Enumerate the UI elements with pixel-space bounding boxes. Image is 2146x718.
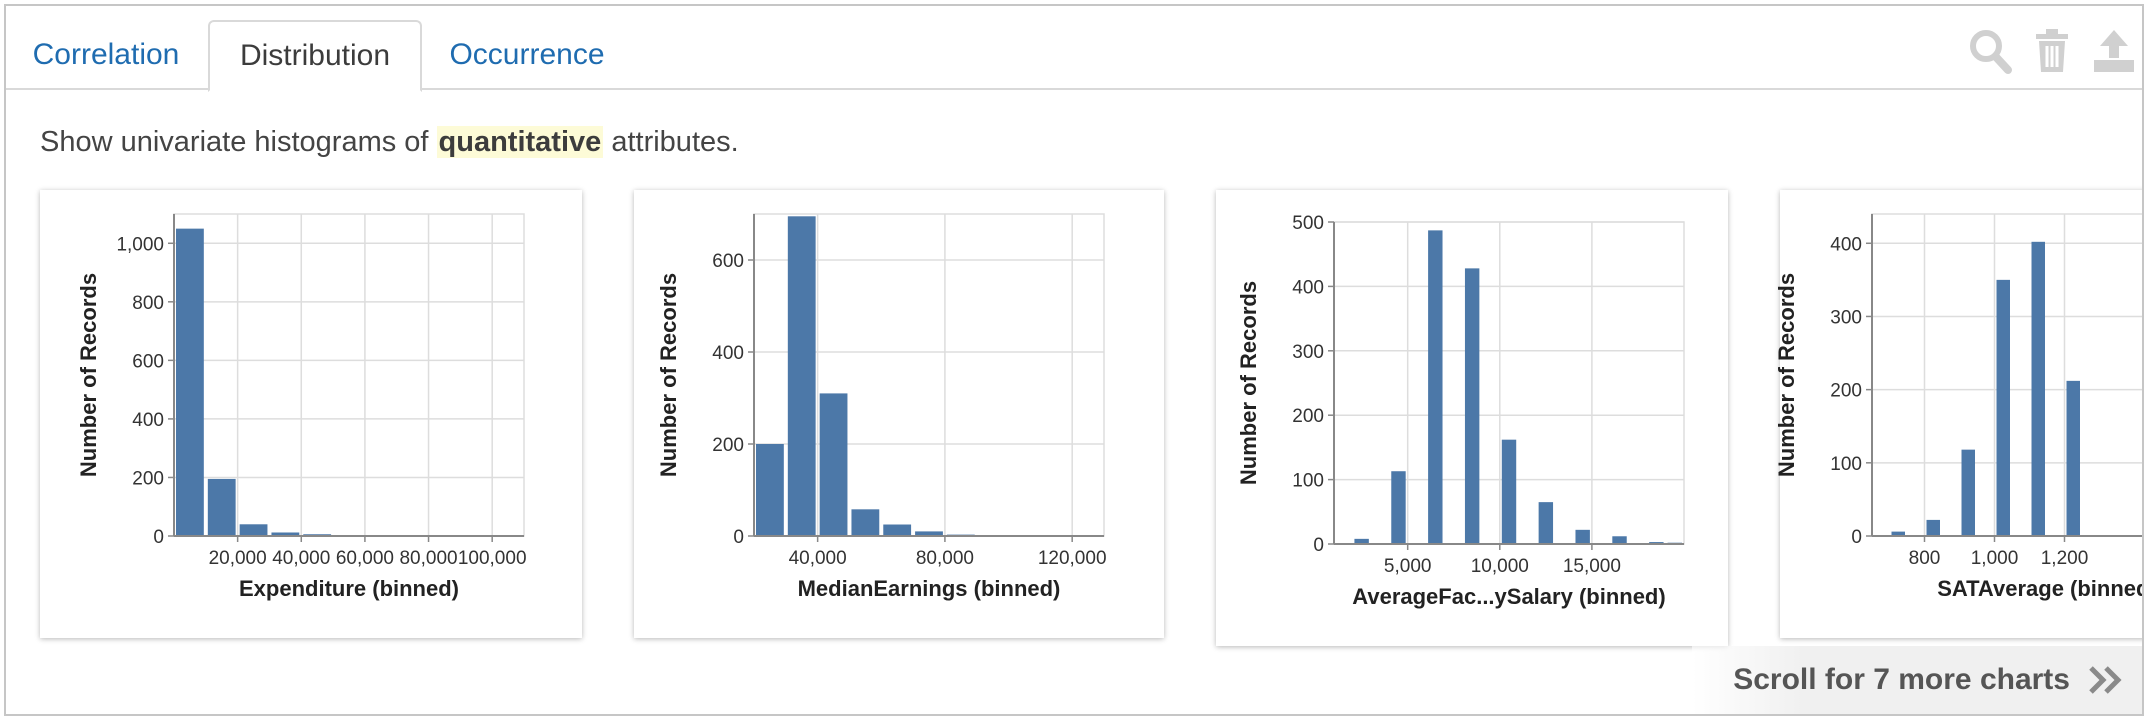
histogram-bar [2031, 241, 2045, 536]
x-tick-label: 20,000 [209, 548, 267, 569]
tab-correlation[interactable]: Correlation [32, 38, 180, 71]
y-tick-label: 400 [132, 410, 164, 431]
x-tick-label: 1,000 [1971, 548, 2019, 569]
y-tick-label: 200 [712, 435, 744, 456]
toolbar [1968, 28, 2142, 78]
histogram-chart: 0 100 200 300 400 800 1,000 1,200 SATAverage (bi… [1774, 213, 2144, 601]
histogram-bar [756, 444, 784, 536]
y-axis-title: Number of Records [1774, 273, 1799, 477]
y-tick-label: 300 [1292, 342, 1324, 363]
tab-bar: Correlation Distribution Occurrence [6, 6, 2142, 92]
histogram-chart: 0 100 200 300 400 500 5,000 10,000 15,000 Average… [1236, 213, 1685, 609]
histogram-bar [1501, 439, 1517, 544]
tab-distribution[interactable]: Distribution [208, 20, 422, 92]
double-chevron-right-icon [2089, 666, 2122, 694]
x-tick-label: 5,000 [1384, 556, 1432, 577]
x-axis-title: SATAverage (binned) [1937, 576, 2144, 601]
scroll-hint-label: Scroll for 7 more charts [1733, 663, 2070, 696]
histogram-bar [239, 524, 268, 536]
y-tick-label: 200 [1830, 381, 1862, 402]
y-tick-label: 100 [1830, 454, 1862, 475]
x-tick-label: 1,200 [2041, 548, 2089, 569]
x-axis-title: AverageFac...ySalary (binned) [1352, 584, 1665, 609]
histogram-bar [1996, 279, 2010, 536]
histogram-bar [1428, 230, 1443, 544]
y-tick-label: 0 [153, 527, 164, 548]
description-text: Show univariate histograms of [40, 126, 437, 158]
tab-occurrence[interactable]: Occurrence [449, 38, 605, 71]
x-tick-label: 60,000 [336, 548, 394, 569]
histogram-bar [1612, 536, 1627, 544]
x-tick-label: 15,000 [1563, 556, 1621, 577]
histogram-bar [1926, 519, 1940, 536]
y-axis-title: Number of Records [76, 273, 101, 477]
y-tick-label: 200 [1292, 406, 1324, 427]
y-axis-title: Number of Records [656, 273, 681, 477]
x-tick-label: 10,000 [1471, 556, 1529, 577]
x-axis-title: MedianEarnings (binned) [798, 576, 1061, 601]
histogram-bar [1464, 268, 1480, 544]
histogram-bar [207, 478, 236, 536]
x-tick-label: 80,000 [399, 548, 457, 569]
histogram-bar [1538, 502, 1554, 544]
y-tick-label: 0 [1851, 527, 1862, 548]
histogram-bar [819, 393, 848, 536]
x-tick-label: 40,000 [789, 548, 847, 569]
x-tick-label: 800 [1909, 548, 1941, 569]
upload-icon[interactable] [2092, 28, 2136, 78]
y-tick-label: 400 [1830, 234, 1862, 255]
y-tick-label: 600 [132, 351, 164, 372]
histogram-bar [2066, 380, 2080, 536]
histogram-card-sataverage[interactable]: 0 100 200 300 400 800 1,000 1,200 SATAverage (bi… [1774, 190, 2144, 638]
search-icon[interactable] [1968, 28, 2012, 78]
histogram-bar [1575, 529, 1590, 544]
histogram-card-medianearnings[interactable]: 0 200 400 600 40,000 80,000 120,000 MedianEarni… [634, 190, 1164, 638]
y-tick-label: 400 [1292, 277, 1324, 298]
y-axis-title: Number of Records [1236, 281, 1261, 485]
histogram-bar [1891, 531, 1905, 536]
y-tick-label: 300 [1830, 307, 1862, 328]
description-text-end: attributes. [603, 126, 739, 158]
trash-icon[interactable] [2034, 28, 2070, 78]
highlighted-keyword: quantitative [436, 126, 604, 158]
histogram-bar [1391, 471, 1406, 544]
tab-description: Show univariate histograms of quantitati… [40, 126, 739, 159]
histogram-bar [1354, 538, 1369, 544]
histogram-chart: 0 200 400 600 40,000 80,000 120,000 MedianEarni… [656, 213, 1107, 601]
histogram-card-expenditure[interactable]: 0 200 400 600 800 1,000 20,000 40,000 60,000 80,0… [40, 190, 582, 638]
y-tick-label: 400 [712, 343, 744, 364]
histogram-bar [883, 524, 912, 536]
histogram-bar [851, 509, 880, 536]
histogram-bar [787, 216, 816, 537]
y-tick-label: 0 [733, 527, 744, 548]
x-axis-title: Expenditure (binned) [239, 576, 459, 601]
scroll-more-charts[interactable]: Scroll for 7 more charts [1692, 646, 2142, 714]
recommendation-panel: Correlation Distribution Occurrence Show… [4, 4, 2144, 716]
histogram-bar [176, 228, 204, 537]
y-tick-label: 100 [1292, 471, 1324, 492]
y-tick-label: 600 [712, 251, 744, 272]
histogram-card-averagefacultysalary[interactable]: 0 100 200 300 400 500 5,000 10,000 15,000 Average… [1216, 190, 1728, 646]
y-tick-label: 1,000 [116, 234, 164, 255]
histogram-chart: 0 200 400 600 800 1,000 20,000 40,000 60,000 80,0… [76, 213, 527, 601]
x-tick-label: 100,000 [458, 548, 527, 569]
histogram-bar [271, 532, 300, 536]
x-tick-label: 120,000 [1038, 548, 1107, 569]
y-tick-label: 800 [132, 293, 164, 314]
histogram-bar [915, 531, 943, 536]
x-tick-label: 80,000 [916, 548, 974, 569]
y-tick-label: 500 [1292, 213, 1324, 234]
x-tick-label: 40,000 [272, 548, 330, 569]
y-tick-label: 200 [132, 468, 164, 489]
y-tick-label: 0 [1313, 535, 1324, 556]
histogram-bar [1961, 449, 1975, 536]
